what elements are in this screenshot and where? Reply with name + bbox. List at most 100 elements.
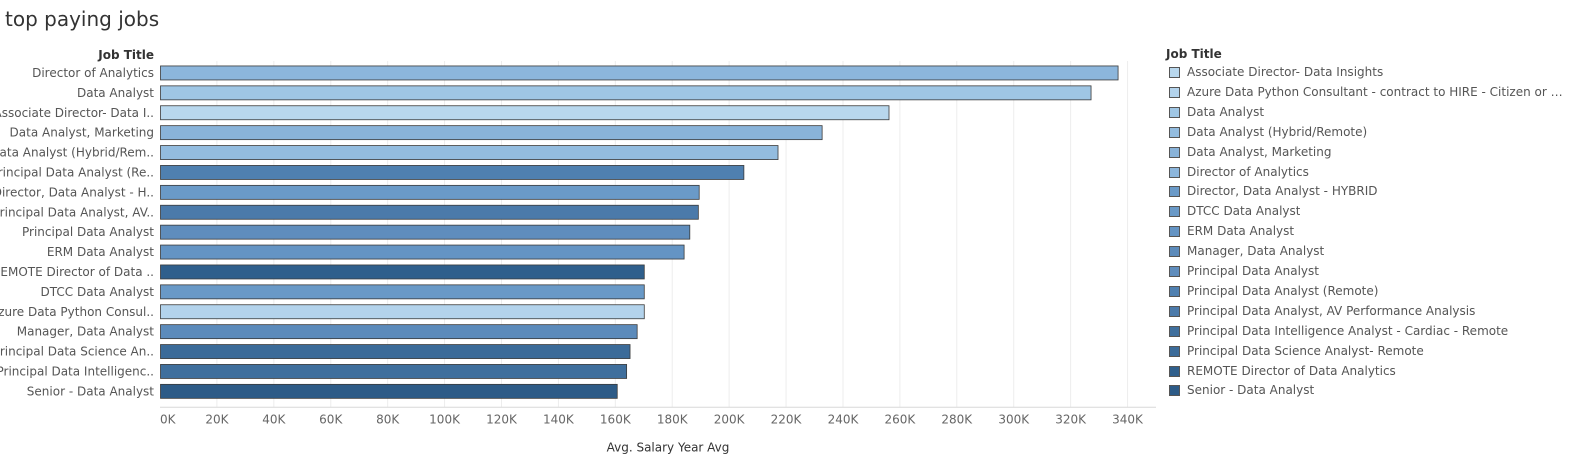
legend-label: Data Analyst (Hybrid/Remote) [1187, 124, 1368, 139]
legend-label: Director, Data Analyst - HYBRID [1187, 184, 1378, 199]
legend-swatch [1169, 206, 1180, 218]
legend-item[interactable]: REMOTE Director of Data Analytics [1169, 363, 1569, 379]
legend-item[interactable]: Principal Data Science Analyst- Remote [1169, 343, 1569, 359]
x-tick-label: 220K [771, 412, 803, 426]
chart-title: top paying jobs [5, 7, 160, 31]
legend-label: Azure Data Python Consultant - contract … [1187, 84, 1565, 99]
category-label: Senior - Data Analyst [27, 384, 154, 398]
x-tick-label: 0K [160, 412, 177, 426]
category-label: Azure Data Python Consul.. [0, 305, 154, 319]
legend-label: Senior - Data Analyst [1187, 383, 1315, 398]
legend-label: Principal Data Intelligence Analyst - Ca… [1187, 323, 1509, 338]
legend-swatch [1169, 67, 1180, 78]
legend-swatch [1169, 126, 1180, 138]
category-label: Principal Data Analyst (Re.. [0, 165, 154, 179]
legend-title: Job Title [1166, 47, 1222, 61]
x-tick-label: 260K [884, 412, 916, 426]
bar [160, 364, 628, 379]
legend-label: Data Analyst [1187, 104, 1265, 119]
category-label: Data Analyst (Hybrid/Rem.. [0, 146, 154, 160]
x-tick-label: 300K [998, 412, 1030, 426]
bar [160, 184, 700, 200]
legend-item[interactable]: Principal Data Intelligence Analyst - Ca… [1169, 323, 1569, 339]
bar [160, 324, 638, 340]
legend-swatch [1169, 365, 1180, 377]
x-tick-label: 140K [543, 412, 575, 426]
legend-item[interactable]: Data Analyst [1169, 104, 1569, 120]
category-label: DTCC Data Analyst [41, 285, 155, 299]
legend-item[interactable]: Manager, Data Analyst [1169, 244, 1569, 259]
category-label: REMOTE Director of Data .. [0, 265, 154, 279]
legend-label: Associate Director- Data Insights [1187, 65, 1384, 79]
legend-swatch [1169, 226, 1180, 238]
x-tick-label: 80K [376, 412, 400, 426]
x-tick-label: 320K [1055, 412, 1087, 426]
category-label: Principal Data Analyst, AV.. [0, 205, 154, 219]
legend-label: Manager, Data Analyst [1187, 244, 1325, 259]
legend-label: Principal Data Science Analyst- Remote [1187, 343, 1424, 358]
legend-swatch [1169, 305, 1180, 317]
legend-label: Director of Analytics [1187, 164, 1309, 179]
bar-chart: Job Title Director of Analytics Data Analy… [0, 48, 1156, 454]
x-tick-label: 100K [429, 412, 461, 426]
category-label: Director of Analytics [32, 66, 154, 80]
category-label: Principal Data Intelligenc.. [0, 364, 154, 378]
x-tick-label: 200K [714, 412, 746, 426]
bar [160, 125, 823, 141]
category-label: Director, Data Analyst - H.. [0, 185, 154, 199]
x-tick-label: 20K [205, 412, 229, 426]
legend-swatch [1169, 146, 1180, 158]
legend-item[interactable]: Senior - Data Analyst [1169, 383, 1569, 398]
category-label: Data Analyst, Marketing [10, 126, 154, 140]
legend-swatch [1169, 186, 1180, 198]
bar [160, 224, 691, 240]
bar [160, 383, 618, 399]
category-label: ERM Data Analyst [47, 245, 154, 259]
legend-item[interactable]: Associate Director- Data Insights [1169, 65, 1569, 80]
bar [160, 284, 645, 300]
legend-swatch [1169, 86, 1180, 98]
category-label: Principal Data Analyst [22, 225, 154, 239]
legend-swatch [1169, 246, 1180, 258]
legend-swatch [1169, 325, 1180, 337]
x-axis-label: Avg. Salary Year Avg [607, 440, 730, 454]
legend-swatch [1169, 266, 1180, 277]
category-label: Associate Director- Data I.. [0, 106, 154, 120]
legend-item[interactable]: Director of Analytics [1169, 164, 1569, 180]
legend-item[interactable]: Principal Data Analyst [1169, 264, 1569, 279]
bar [160, 145, 779, 160]
legend-label: ERM Data Analyst [1187, 224, 1295, 239]
legend-swatch [1169, 106, 1180, 118]
legend-label: REMOTE Director of Data Analytics [1187, 363, 1396, 378]
category-label: Principal Data Science An.. [0, 345, 154, 359]
legend-item[interactable]: Director, Data Analyst - HYBRID [1169, 184, 1569, 199]
x-tick-label: 160K [600, 412, 632, 426]
legend-item[interactable]: Azure Data Python Consultant - contract … [1169, 84, 1569, 100]
legend-label: Principal Data Analyst (Remote) [1187, 283, 1379, 298]
legend-item[interactable]: DTCC Data Analyst [1169, 204, 1569, 219]
bar [160, 344, 631, 359]
legend-item[interactable]: Data Analyst (Hybrid/Remote) [1169, 124, 1569, 140]
x-tick-label: 180K [657, 412, 689, 426]
legend-item[interactable]: ERM Data Analyst [1169, 224, 1569, 239]
legend-swatch [1169, 285, 1180, 297]
legend-item[interactable]: Principal Data Analyst (Remote) [1169, 283, 1569, 299]
bar [160, 264, 645, 280]
x-tick-label: 120K [486, 412, 518, 426]
bar [160, 165, 745, 180]
bar [160, 85, 1092, 101]
x-tick-label: 340K [1112, 412, 1144, 426]
legend-item[interactable]: Data Analyst, Marketing [1169, 144, 1569, 160]
legend-label: DTCC Data Analyst [1187, 204, 1301, 219]
legend-label: Data Analyst, Marketing [1187, 144, 1332, 159]
category-label: Manager, Data Analyst [17, 325, 155, 339]
legend-item[interactable]: Principal Data Analyst, AV Performance A… [1169, 304, 1569, 319]
x-tick-label: 60K [319, 412, 343, 426]
row-header: Job Title [97, 48, 154, 62]
bar [160, 304, 645, 320]
legend-label: Principal Data Analyst [1187, 264, 1319, 278]
bar [160, 65, 1119, 81]
category-label: Data Analyst [77, 86, 154, 100]
bar [160, 105, 890, 121]
legend-swatch [1169, 385, 1180, 397]
